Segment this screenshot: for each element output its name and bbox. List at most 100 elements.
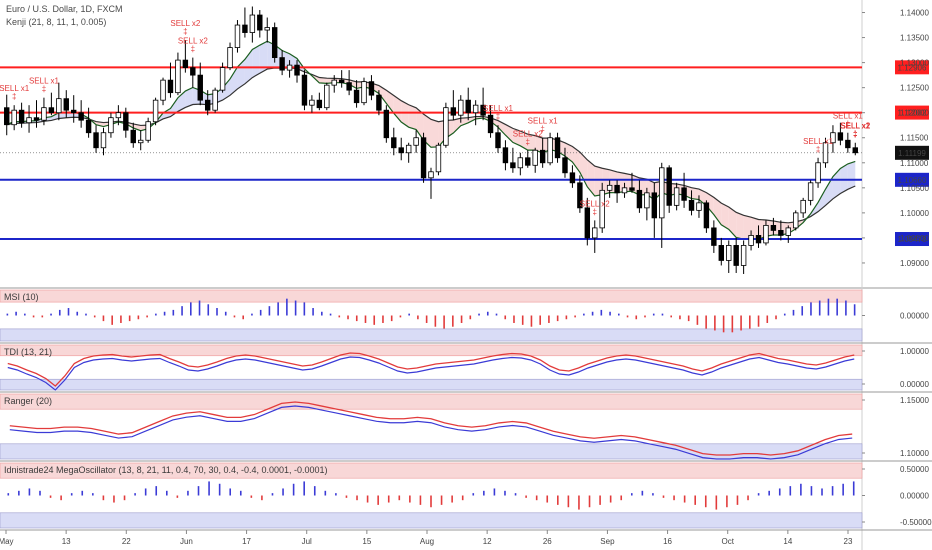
candle-body bbox=[346, 82, 352, 91]
sell-signal-marker: ‡ bbox=[853, 130, 857, 139]
price-tick-label: 1.13000 bbox=[900, 59, 929, 68]
cloud-segment bbox=[572, 146, 580, 173]
candle-body bbox=[137, 139, 144, 144]
cloud-segment bbox=[706, 192, 714, 215]
cloud-segment bbox=[163, 108, 171, 119]
candle-body bbox=[413, 137, 419, 146]
candle-body bbox=[33, 117, 40, 121]
mega-pane[interactable]: Idnistrade24 MegaOscillator (13, 8, 21, … bbox=[0, 462, 932, 531]
candle-body bbox=[599, 189, 605, 229]
sell-signal-label: SELL x1 bbox=[483, 104, 513, 113]
pane-band-upper bbox=[0, 462, 863, 479]
candle-body bbox=[190, 67, 196, 76]
cloud-segment bbox=[497, 120, 506, 136]
time-tick-label: 16 bbox=[663, 537, 672, 546]
sell-signal-label: SELL x1 bbox=[528, 117, 558, 126]
cloud-segment bbox=[222, 78, 231, 101]
symbol-title: Euro / U.S. Dollar, 1D, FXCM bbox=[6, 4, 123, 14]
last-price-tag bbox=[895, 145, 929, 160]
cloud-segment bbox=[58, 112, 67, 119]
sell-signal-label: SELL x2 bbox=[178, 37, 208, 46]
cloud-segment bbox=[386, 90, 394, 114]
ranger-pane[interactable]: Ranger (20) 1.15000 1.10000 bbox=[0, 393, 932, 462]
candle-body bbox=[711, 227, 717, 246]
candle-body bbox=[435, 144, 442, 173]
sell-signal-marker: ‡ bbox=[12, 92, 16, 101]
candle-body bbox=[197, 74, 203, 101]
candle-body bbox=[763, 224, 769, 244]
sell-signal-label: SELL x2 bbox=[840, 122, 870, 131]
candle-body bbox=[286, 64, 293, 71]
candle-body bbox=[673, 187, 680, 206]
level-tag-label: 1.12906 bbox=[898, 63, 927, 72]
cloud-segment bbox=[520, 131, 528, 151]
candle-body bbox=[175, 59, 181, 94]
candle-body bbox=[383, 109, 390, 139]
candle-body bbox=[748, 235, 754, 246]
candle-body bbox=[26, 117, 32, 124]
candle-body bbox=[606, 184, 613, 191]
candle-body bbox=[182, 59, 189, 69]
pane-tick-label: 1.15000 bbox=[900, 396, 929, 405]
candle-body bbox=[718, 245, 725, 261]
candle-body bbox=[852, 147, 858, 154]
price-tick-label: 1.11500 bbox=[900, 134, 929, 143]
time-tick-label: Aug bbox=[420, 537, 434, 546]
candle-body bbox=[845, 139, 851, 149]
candle-body bbox=[443, 107, 449, 146]
cloud-segment bbox=[624, 173, 632, 192]
pane-tick-label: 0.00000 bbox=[900, 312, 929, 321]
price-axis[interactable]: 1.14000 1.13500 1.13000 1.12500 1.12000 1.115… bbox=[862, 9, 929, 268]
sell-signal-marker: ‡ bbox=[593, 207, 597, 216]
candle-body bbox=[592, 227, 598, 239]
candle-body bbox=[324, 84, 330, 109]
candle-body bbox=[487, 114, 494, 134]
pane-tick-label: -0.50000 bbox=[900, 518, 932, 527]
study-title: Kenji (21, 8, 11, 1, 0.005) bbox=[6, 17, 106, 27]
candle-body bbox=[688, 199, 695, 211]
candle-body bbox=[234, 24, 241, 48]
pane-band-upper bbox=[0, 344, 863, 357]
cloud-segment bbox=[847, 161, 856, 190]
candle-body bbox=[108, 117, 114, 134]
level-tag-label: 1.12002 bbox=[898, 109, 927, 118]
tdi-pane[interactable]: TDI (13, 21) 1.00000 0.00000 bbox=[0, 344, 932, 393]
level-tag bbox=[895, 105, 929, 120]
time-tick-label: 12 bbox=[483, 537, 492, 546]
x-axis: May 13 22 Jun 17 Jul 15 Aug 12 26 Sep 16 Oct 14 23 bbox=[0, 530, 853, 546]
price-tick-label: 1.12000 bbox=[900, 109, 929, 118]
cloud-segment bbox=[401, 100, 409, 128]
msi-pane[interactable]: MSI (10) 0.00000 bbox=[0, 289, 932, 344]
candle-body bbox=[644, 192, 650, 209]
candle-body bbox=[56, 98, 62, 114]
candle-body bbox=[152, 99, 159, 123]
candle-body bbox=[376, 94, 382, 111]
sell-signal-marker: ‡ bbox=[526, 137, 530, 146]
cloud-segment bbox=[825, 176, 833, 206]
candle-body bbox=[219, 67, 226, 91]
candle-body bbox=[532, 149, 538, 166]
cloud-segment bbox=[751, 217, 759, 240]
pane-title: Idnistrade24 MegaOscillator (13, 8, 21, … bbox=[4, 465, 328, 475]
last-price-label: 1.11199 bbox=[898, 149, 926, 158]
candle-body bbox=[309, 99, 315, 106]
candle-body bbox=[71, 109, 77, 114]
cloud-segment bbox=[736, 212, 744, 240]
osc-line bbox=[7, 352, 855, 387]
candle-body bbox=[420, 137, 427, 179]
sell-signal-marker: ‡ bbox=[853, 130, 857, 139]
candle-body bbox=[547, 137, 553, 164]
cloud-segment bbox=[594, 166, 603, 196]
time-tick-label: May bbox=[0, 537, 14, 546]
candle-body bbox=[257, 14, 263, 31]
candle-body bbox=[405, 144, 412, 154]
candle-body bbox=[11, 109, 17, 126]
candle-body bbox=[666, 167, 672, 206]
candle-body bbox=[41, 107, 47, 121]
price-tick-label: 1.09000 bbox=[900, 259, 929, 268]
candle-body bbox=[63, 98, 69, 111]
candle-body bbox=[398, 147, 404, 154]
sell-signal-marker: ‡ bbox=[191, 45, 195, 54]
